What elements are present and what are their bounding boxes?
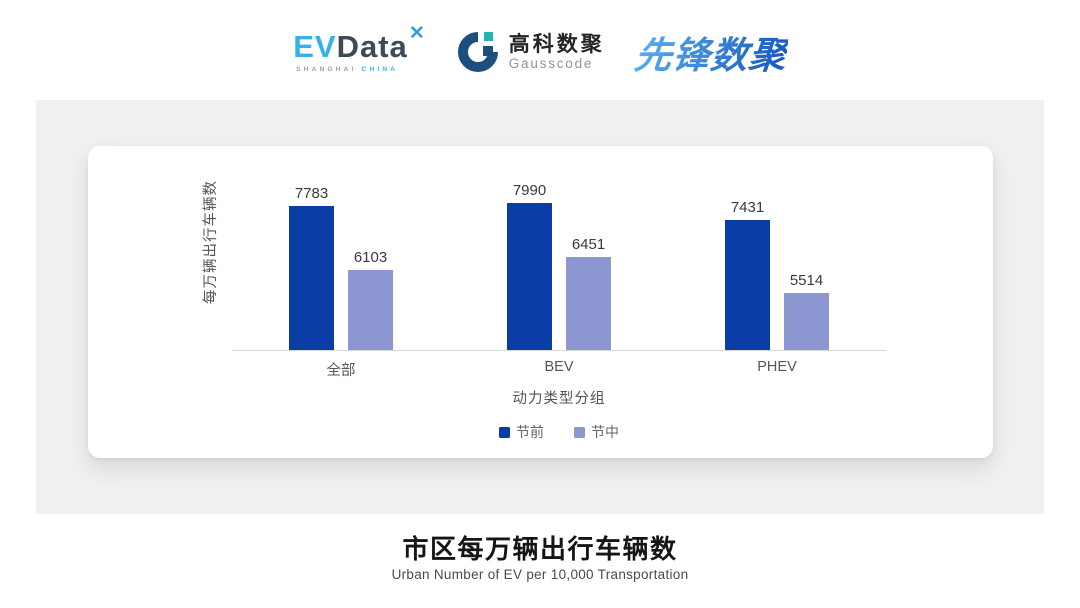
bar-value-label: 7783 xyxy=(294,185,329,203)
evdata-ev-text: EV xyxy=(293,29,337,64)
legend-swatch-icon xyxy=(574,426,585,438)
bar-group-全部: 7783 6103 xyxy=(232,183,450,350)
bar-group-BEV: 7990 6451 xyxy=(450,183,668,350)
bar-col: 6103 xyxy=(348,183,393,350)
bar-group-PHEV: 7431 5514 xyxy=(668,183,886,350)
legend-label: 节前 xyxy=(516,424,544,440)
x-axis-categories: 全部 BEV PHEV xyxy=(232,359,886,380)
chart-card: 每万辆出行车辆数 7783 6103 7990 6451 7431 5514 全部 BEV P… xyxy=(88,146,993,458)
gausscode-logo: 高科数聚 Gausscode xyxy=(455,29,605,75)
legend-item-节前[interactable]: 节前 xyxy=(499,422,544,442)
evdata-china-text: CHINA xyxy=(361,66,399,73)
bar-节前-全部[interactable] xyxy=(289,206,334,350)
chart-title: 市区每万辆出行车辆数 xyxy=(402,534,678,564)
bar-value-label: 7990 xyxy=(512,182,547,199)
evdata-logo: EV Data ✕ SHANGHAI CHINA xyxy=(293,24,424,73)
legend-label: 节中 xyxy=(591,424,619,440)
bar-value-label: 6451 xyxy=(571,236,606,253)
bar-col: 7431 xyxy=(725,183,770,350)
legend-swatch-icon xyxy=(499,426,510,438)
evdata-tagline: SHANGHAI CHINA xyxy=(293,66,398,73)
bar-节中-全部[interactable] xyxy=(348,270,393,350)
bar-节中-BEV[interactable] xyxy=(566,257,611,350)
bar-节前-BEV[interactable] xyxy=(507,203,552,350)
bar-节中-PHEV[interactable] xyxy=(784,292,829,350)
x-axis-label: 动力类型分组 xyxy=(512,391,606,407)
gausscode-g-icon xyxy=(457,32,498,72)
bar-col: 7783 xyxy=(289,183,334,350)
gausscode-en-text: Gausscode xyxy=(508,55,594,71)
chart-subtitle: Urban Number of EV per 10,000 Transporta… xyxy=(391,567,689,582)
pioneer-logo: 先锋数聚 xyxy=(632,25,790,79)
chart-panel: 每万辆出行车辆数 7783 6103 7990 6451 7431 5514 全部 BEV P… xyxy=(36,100,1044,514)
y-axis-label: 每万辆出行车辆数 xyxy=(203,180,219,304)
category-label-PHEV: PHEV xyxy=(757,359,797,375)
pioneer-text: 先锋数聚 xyxy=(632,25,790,79)
bar-value-label: 6103 xyxy=(353,249,388,267)
bar-col: 7990 xyxy=(507,183,552,350)
category-label-BEV: BEV xyxy=(544,359,574,375)
bar-col: 5514 xyxy=(784,183,829,350)
bar-节前-PHEV[interactable] xyxy=(725,219,770,350)
gausscode-cn-text: 高科数聚 xyxy=(508,32,605,56)
x-mark-icon: ✕ xyxy=(408,23,425,44)
header-logos: EV Data ✕ SHANGHAI CHINA 高科数聚 Gausscode … xyxy=(0,0,1080,100)
bar-value-label: 5514 xyxy=(789,271,824,289)
evdata-shanghai-text: SHANGHAI xyxy=(296,66,357,73)
bar-value-label: 7431 xyxy=(730,198,765,216)
legend: 节前 节中 xyxy=(232,422,886,442)
gausscode-wordmark: 高科数聚 Gausscode xyxy=(509,33,605,72)
evdata-data-text: Data xyxy=(336,29,408,64)
bar-col: 6451 xyxy=(566,183,611,350)
category-label-全部: 全部 xyxy=(326,363,356,379)
plot-area: 7783 6103 7990 6451 7431 5514 xyxy=(232,183,886,351)
legend-item-节中[interactable]: 节中 xyxy=(574,422,619,442)
